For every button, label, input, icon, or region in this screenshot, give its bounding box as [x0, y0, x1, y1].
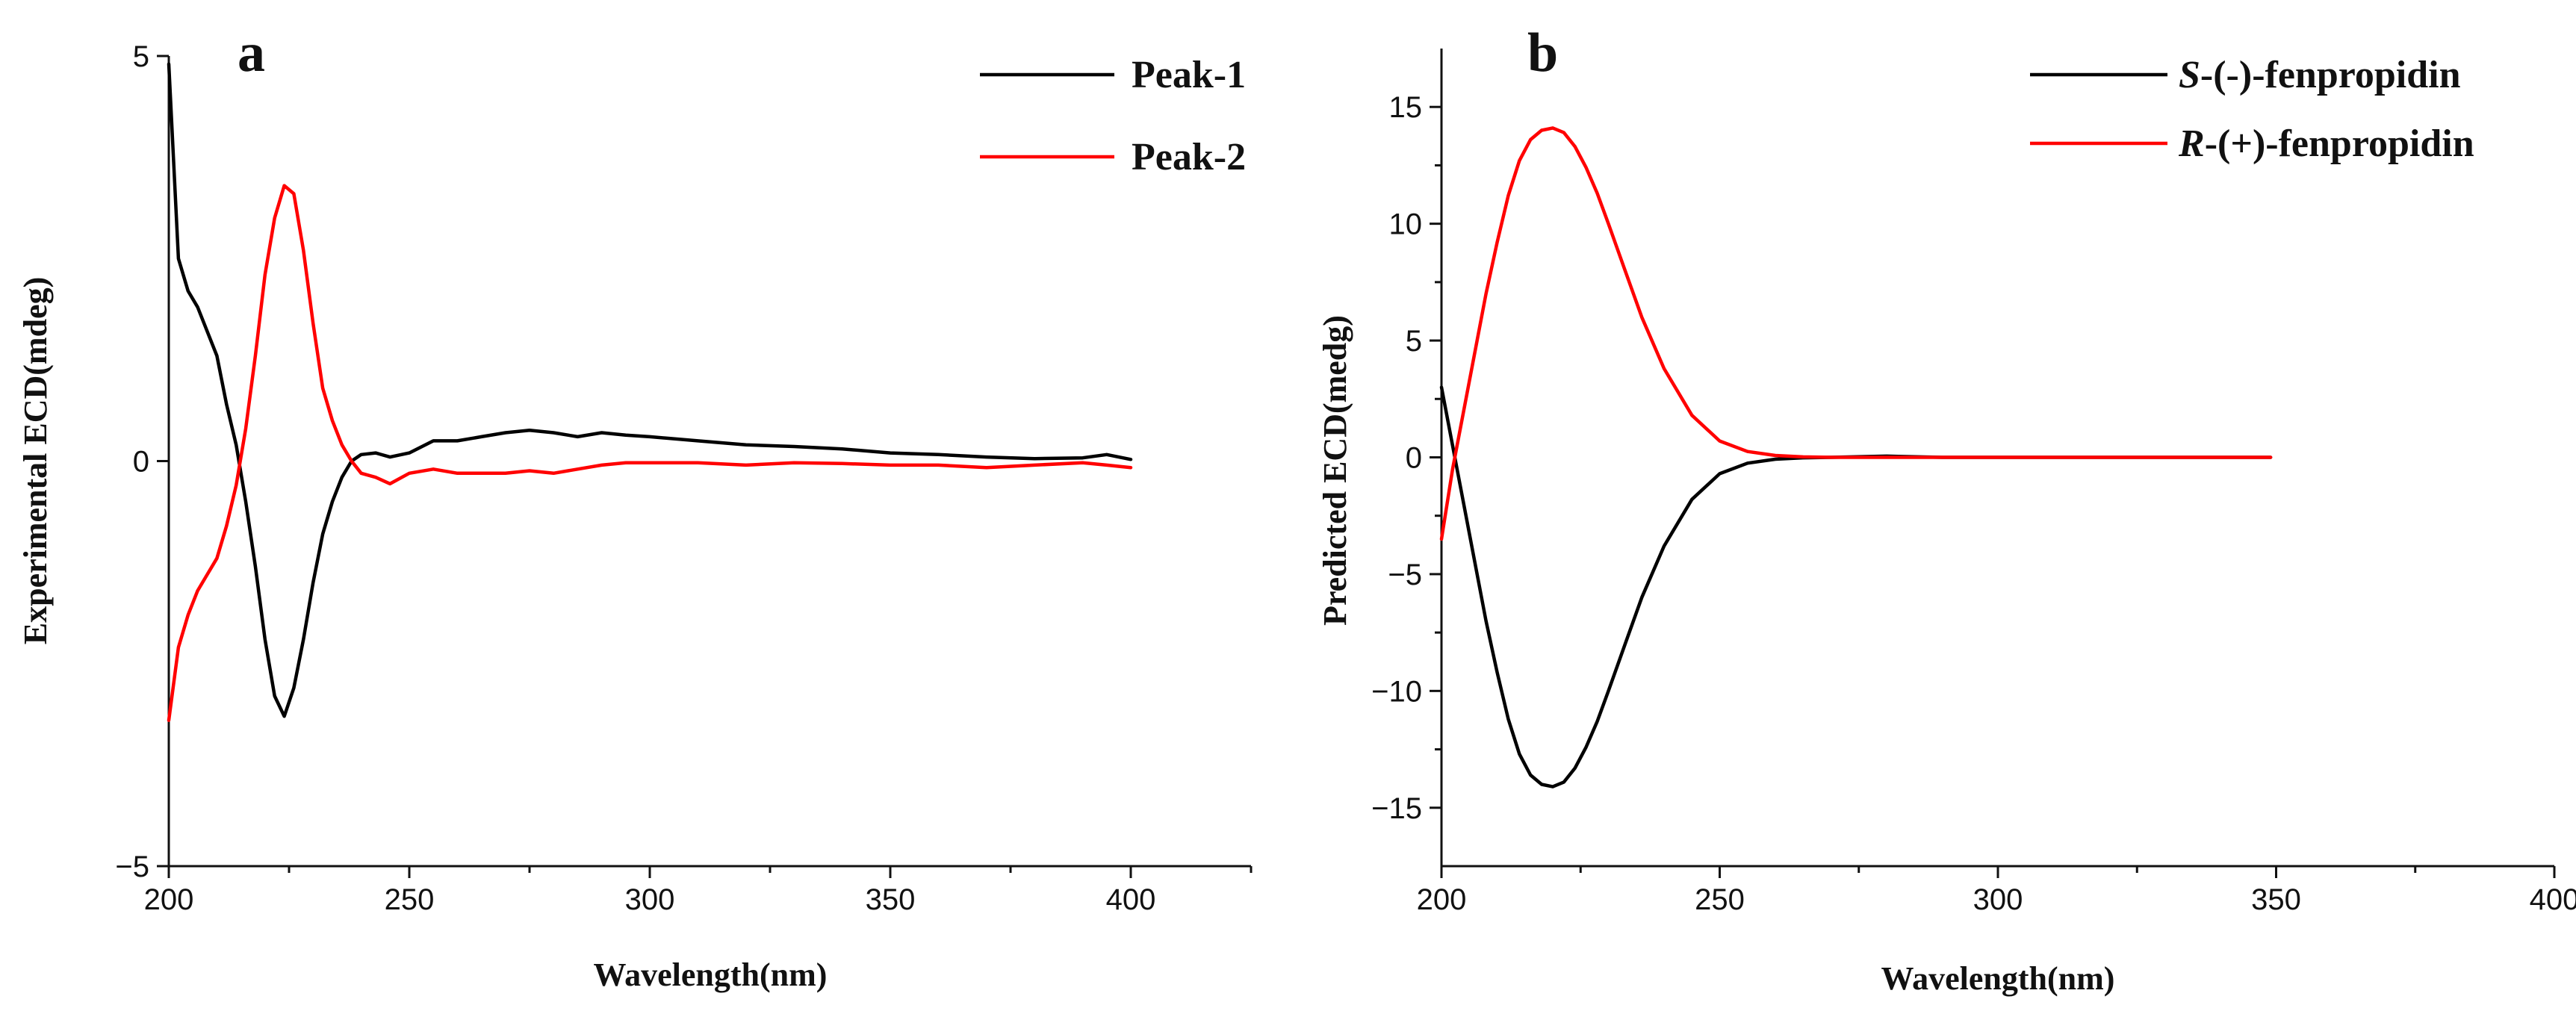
- panel-b-y-tick-label: −15: [1371, 792, 1422, 825]
- panel-b-legend-label-r-fenpropidin: R-(+)-fenpropidin: [2178, 122, 2474, 165]
- panel-a-x-tick-label: 300: [625, 883, 675, 916]
- panel-a-series-peak-2-line: [167, 184, 1133, 722]
- panel-a-y-tick-label: 0: [133, 446, 149, 479]
- panel-a-y-axis-title: Experimental ECD(mdeg): [17, 277, 54, 645]
- panel-a-y-ticks: [157, 55, 169, 868]
- panel-b-x-tick-label: 400: [2530, 883, 2576, 916]
- panel-b-series-r-fenpropidin-line: [1439, 126, 2273, 541]
- panel-a-series-peak-1-line: [167, 62, 1133, 718]
- panel-a-legend-label-peak-1: Peak-1: [1132, 54, 1246, 96]
- panel-a-x-tick-label: 350: [866, 883, 916, 916]
- panel-a-label: a: [238, 22, 265, 84]
- panel-a-legend-label-peak-2: Peak-2: [1132, 136, 1246, 178]
- panel-a-y-tick-label: −5: [115, 850, 149, 883]
- panel-b-x-tick-label: 300: [1973, 883, 2023, 916]
- panel-a-x-tick-label: 400: [1106, 883, 1156, 916]
- panel-b-y-tick-label: 15: [1389, 91, 1423, 124]
- panel-a-y-tick-label: 5: [133, 40, 149, 73]
- panel-b-x-axis-title: Wavelength(nm): [1881, 960, 2115, 997]
- panel-b-x-tick-label: 200: [1417, 883, 1467, 916]
- panel-b-legend-label-r-prefix: R: [2178, 122, 2205, 165]
- panel-b-legend-label-s-fenpropidin: S-(-)-fenpropidin: [2179, 54, 2461, 96]
- panel-b-x-tick-label: 350: [2251, 883, 2301, 916]
- panel-a-x-ticks: [167, 866, 1253, 878]
- panel-b-y-tick-label: 0: [1406, 442, 1422, 475]
- panel-a-x-tick-label: 250: [385, 883, 435, 916]
- panel-b-y-ticks: [1430, 105, 1441, 809]
- panel-b-y-tick-label: 5: [1406, 325, 1422, 358]
- panel-b-label: b: [1527, 22, 1558, 84]
- panel-b-y-axis-title: Predicted ECD(medg): [1317, 315, 1353, 626]
- panel-b-y-tick-label: −5: [1388, 559, 1422, 591]
- panel-b: b 200 250 300 350 400 15 10 5 0 −5 −10 −…: [1317, 22, 2576, 997]
- panel-b-legend: S-(-)-fenpropidin R-(+)-fenpropidin: [2030, 54, 2474, 165]
- panel-b-series-s-fenpropidin-line: [1439, 385, 2273, 788]
- panel-a-x-tick-label: 200: [144, 883, 194, 916]
- panel-b-legend-label-s-suffix: -(-)-fenpropidin: [2200, 54, 2461, 96]
- panel-b-x-ticks: [1440, 866, 2556, 878]
- panel-b-y-tick-label: 10: [1389, 208, 1423, 241]
- panel-b-y-tick-label: −10: [1371, 675, 1422, 708]
- panel-b-legend-label-s-prefix: S: [2179, 54, 2200, 96]
- panel-b-x-tick-label: 250: [1695, 883, 1745, 916]
- panel-a-x-axis-title: Wavelength(nm): [594, 956, 828, 993]
- panel-a-legend: Peak-1 Peak-2: [980, 54, 1246, 178]
- panel-a: a 200 250 300 350 400 5 0 −5 Wavelength(…: [17, 22, 1253, 993]
- panel-b-legend-label-r-suffix: -(+)-fenpropidin: [2205, 122, 2474, 165]
